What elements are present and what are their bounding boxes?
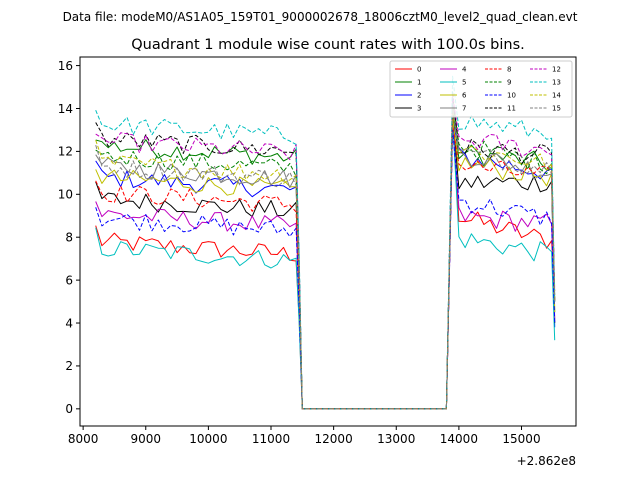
y-tick-label: 14 [58, 102, 73, 116]
y-tick-label: 4 [65, 316, 73, 330]
y-tick-label: 10 [58, 188, 73, 202]
axis-ticks: 8000 9000 10000 11000 12000 13000 14000 15000 0 2… [58, 59, 541, 446]
y-tick-label: 8 [65, 231, 73, 245]
x-tick-label: 12000 [315, 432, 353, 446]
chart-title: Quadrant 1 module wise count rates with … [131, 37, 525, 53]
legend-label-6: 6 [462, 92, 467, 100]
legend-label-12: 12 [552, 66, 561, 74]
legend-label-9: 9 [507, 79, 511, 87]
x-tick-label: 13000 [377, 432, 415, 446]
y-tick-label: 12 [58, 145, 73, 159]
series-line-8 [95, 125, 556, 410]
legend-label-4: 4 [462, 66, 467, 74]
series-line-7 [95, 103, 556, 410]
y-tick-label: 0 [65, 402, 73, 416]
y-tick-label: 2 [65, 359, 73, 373]
series-line-13 [95, 75, 556, 410]
series-line-0 [95, 118, 556, 410]
series-line-5 [95, 118, 556, 410]
series-line-2 [95, 118, 556, 410]
series-line-14 [95, 108, 556, 410]
y-tick-label: 16 [58, 59, 73, 73]
x-tick-label: 10000 [189, 432, 227, 446]
legend-box [389, 60, 573, 118]
x-tick-label: 8000 [68, 432, 99, 446]
legend-label-15: 15 [552, 105, 561, 113]
legend-label-1: 1 [417, 79, 421, 87]
x-tick-label: 14000 [440, 432, 478, 446]
axes-frame [79, 56, 577, 427]
x-tick-label: 11000 [252, 432, 290, 446]
x-tick-label: 9000 [130, 432, 161, 446]
data-file-caption: Data file: modeM0/AS1A05_159T01_90000026… [63, 10, 578, 24]
legend-label-2: 2 [417, 92, 421, 100]
legend-label-11: 11 [507, 105, 516, 113]
legend-label-10: 10 [507, 92, 516, 100]
series-line-15 [95, 108, 556, 410]
legend-label-8: 8 [507, 66, 511, 74]
x-offset-label: +2.862e8 [517, 454, 576, 468]
legend-label-0: 0 [417, 66, 421, 74]
legend-label-14: 14 [552, 92, 561, 100]
series-line-4 [95, 123, 556, 410]
legend-label-13: 13 [552, 79, 561, 87]
series-line-10 [95, 129, 556, 410]
series-line-9 [95, 97, 556, 410]
x-tick-label: 15000 [502, 432, 540, 446]
series-line-3 [95, 112, 556, 410]
y-tick-label: 6 [65, 273, 73, 287]
legend-label-5: 5 [462, 79, 466, 87]
legend-label-7: 7 [462, 105, 466, 113]
series-line-11 [95, 90, 556, 410]
series-line-12 [95, 95, 556, 410]
series-lines [95, 75, 556, 410]
legend-label-3: 3 [417, 105, 421, 113]
